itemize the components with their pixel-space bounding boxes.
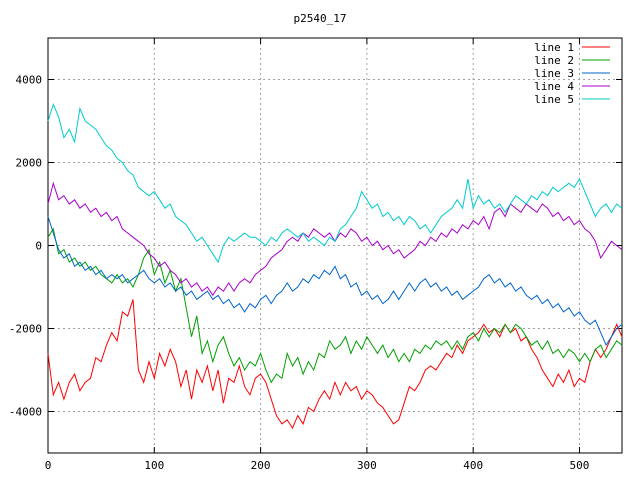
- legend-label: line 2: [534, 54, 574, 67]
- y-tick-label: -4000: [9, 406, 42, 419]
- legend-label: line 4: [534, 80, 574, 93]
- y-tick-label: 4000: [16, 74, 43, 87]
- legend-label: line 3: [534, 67, 574, 80]
- y-tick-label: 2000: [16, 157, 43, 170]
- x-tick-label: 400: [463, 459, 483, 472]
- y-tick-label: 0: [35, 240, 42, 253]
- axes: 0 100 200 300 400 500 -4000 -2000 0 2000 4000: [9, 37, 623, 472]
- series-line-2: [47, 227, 623, 384]
- x-tick-label: 200: [251, 459, 271, 472]
- series-layer: [47, 102, 623, 430]
- series-line-5: [47, 102, 623, 264]
- legend-label: line 5: [534, 93, 574, 106]
- x-tick-label: 300: [357, 459, 377, 472]
- x-tick-label: 0: [45, 459, 52, 472]
- series-line-3: [47, 216, 623, 347]
- y-tick-label: -2000: [9, 323, 42, 336]
- legend-label: line 1: [534, 41, 574, 54]
- x-tick-label: 500: [570, 459, 590, 472]
- series-line-1: [47, 299, 623, 430]
- chart-title: p2540_17: [294, 12, 347, 25]
- x-tick-label: 100: [144, 459, 164, 472]
- series-line-4: [47, 181, 623, 297]
